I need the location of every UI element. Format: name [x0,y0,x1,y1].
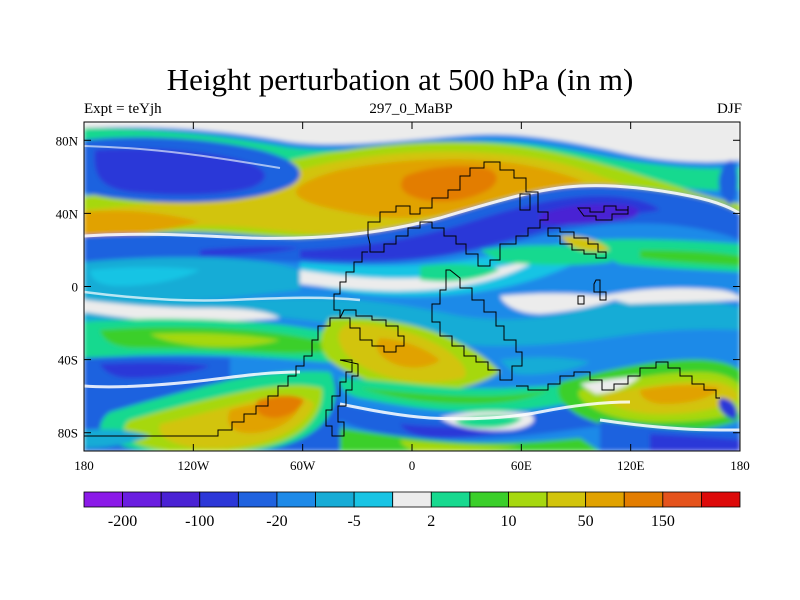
colorbar-swatch [546,491,587,508]
colorbar-label: 50 [578,513,594,530]
colorbar-swatch [160,491,201,508]
x-tick-label: 60E [511,458,532,473]
x-tick-label: 180 [730,458,750,473]
colorbar-swatch [83,491,123,508]
y-tick-label: 40S [58,353,78,368]
colorbar-label: -20 [266,513,287,530]
colorbar-swatch [469,491,509,508]
colorbar-swatch [199,491,239,508]
y-tick-label: 80S [58,426,78,441]
colorbar-swatch [585,491,625,508]
colorbar-swatch [662,491,702,508]
y-tick-label: 80N [56,133,79,148]
colorbar-label: -5 [347,513,360,530]
y-tick-label: 0 [72,280,79,295]
coastlines [84,161,720,437]
colorbar-label: 2 [427,513,435,530]
colorbar-swatch [701,491,741,508]
x-tick-label: 60W [290,458,316,473]
plot-title: Height perturbation at 500 hPa (in m) [166,62,634,97]
colorbar-swatch [353,491,394,508]
x-tick-label: 0 [409,458,416,473]
colorbar-swatch [392,491,432,508]
colorbar-swatch [276,491,316,508]
colorbar-swatch [315,491,355,508]
season-label: DJF [716,101,742,117]
colorbar-swatch [623,491,664,508]
colorbar-label: -200 [108,513,137,530]
colorbar: -200 -100 -20 -5 2 10 50 150 [83,491,741,530]
colorbar-label: -100 [185,513,214,530]
colorbar-swatch [237,491,278,508]
colorbar-label: 10 [500,513,516,530]
colorbar-swatch [430,491,471,508]
time-label: 297_0_MaBP [369,101,453,117]
axis-ticks: 180 120W 60W 0 60E 120E 180 80N 40N 0 40S 80S [56,122,750,473]
x-tick-label: 120W [177,458,210,473]
colorbar-swatch [122,491,162,508]
experiment-label: Expt = teYjh [84,101,162,117]
y-tick-label: 40N [56,206,79,221]
x-tick-label: 180 [74,458,94,473]
contour-field [84,122,740,451]
colorbar-label: 150 [651,513,675,530]
colorbar-swatch [508,491,548,508]
x-tick-label: 120E [617,458,645,473]
